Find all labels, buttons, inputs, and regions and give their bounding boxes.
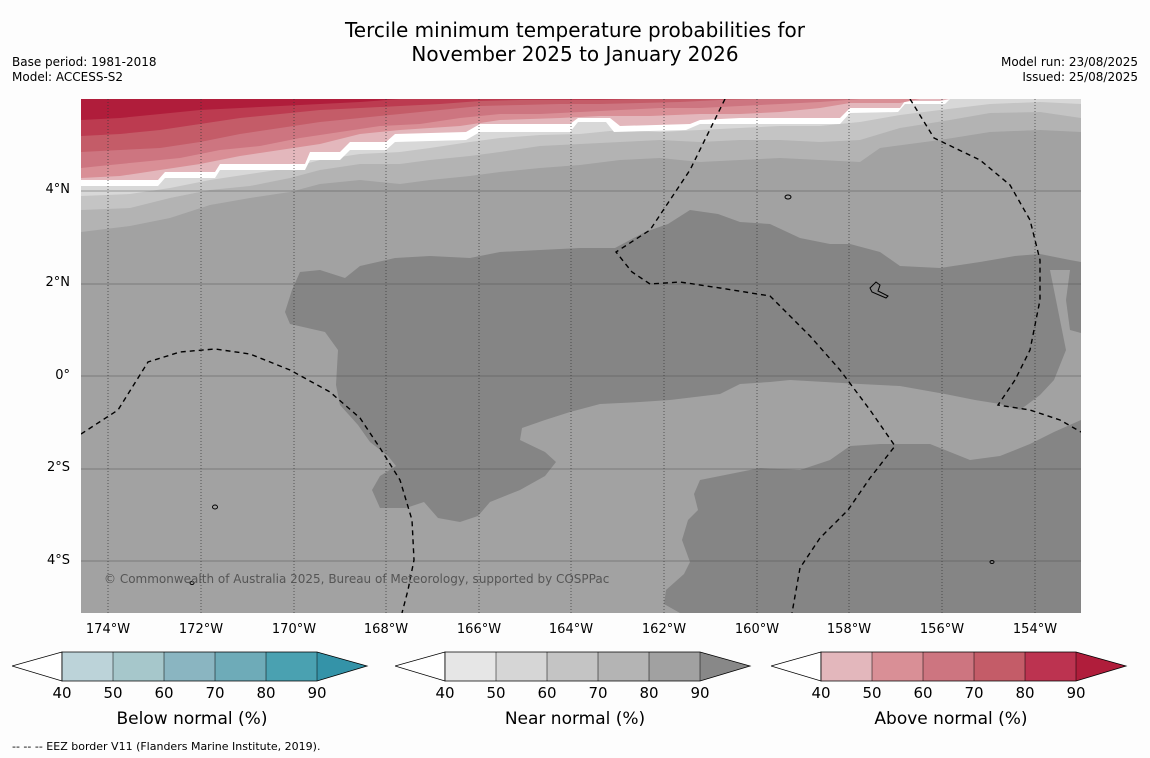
below-tick-60: 60 (154, 684, 174, 702)
near-swatch-40 (445, 652, 496, 681)
graticule (81, 190, 1081, 562)
below-swatch-60 (164, 652, 215, 681)
above-swatch-under (769, 651, 822, 682)
near-normal-title: Near normal (%) (504, 709, 646, 729)
lat-label-0: 0° (55, 368, 70, 383)
above-tick-50: 50 (862, 684, 882, 702)
issued-date: Issued: 25/08/2025 (1022, 70, 1138, 84)
above-tick-70: 70 (964, 684, 984, 702)
map-layers (81, 99, 1081, 613)
above-tick-80: 80 (1015, 684, 1035, 702)
islands (189, 194, 995, 585)
lon-label-158w: 158°W (826, 622, 872, 637)
near-swatch-under (393, 651, 446, 682)
island-marker-3 (212, 504, 218, 510)
island-marker-2 (869, 281, 889, 299)
near-swatch-70 (598, 652, 649, 681)
base-period: Base period: 1981-2018 (12, 55, 157, 69)
above-swatch-60 (923, 652, 974, 681)
below-tick-40: 40 (52, 684, 72, 702)
below-swatch-80 (266, 652, 317, 681)
lon-label-154w: 154°W (1012, 622, 1058, 637)
island-marker-4 (189, 581, 195, 585)
copyright-notice: © Commonwealth of Australia 2025, Bureau… (104, 572, 610, 586)
model-name: Model: ACCESS-S2 (12, 70, 124, 84)
below-tick-70: 70 (205, 684, 225, 702)
lon-label-164w: 164°W (548, 622, 594, 637)
lon-label-162w: 162°W (641, 622, 687, 637)
near-tick-80: 80 (639, 684, 659, 702)
colorbar-below-normal: 40 50 60 70 80 90 Below normal (%) (10, 650, 372, 740)
above-swatch-70 (974, 652, 1025, 681)
colorbar-above-normal: 40 50 60 70 80 90 Above normal (%) (769, 650, 1131, 740)
colorbar-above-swatches (769, 651, 1128, 682)
near-normal-90-southeast (664, 420, 1081, 613)
near-tick-60: 60 (537, 684, 557, 702)
model-run: Model run: 23/08/2025 (1000, 55, 1138, 69)
above-tick-40: 40 (811, 684, 831, 702)
eez-footnote: -- -- -- EEZ border V11 (Flanders Marine… (12, 740, 321, 753)
lon-label-156w: 156°W (919, 622, 965, 637)
meta-right: Model run: 23/08/2025 Issued: 25/08/2025 (1001, 55, 1138, 85)
lon-label-160w: 160°W (734, 622, 780, 637)
colorbar-below-swatches (10, 651, 369, 682)
lat-label-2s: 2°S (46, 460, 70, 475)
colorbar-near-swatches (393, 651, 752, 682)
island-marker-5 (989, 560, 995, 564)
above-normal-title: Above normal (%) (874, 709, 1028, 729)
title-line-1: Tercile minimum temperature probabilitie… (344, 18, 806, 42)
meta-left: Base period: 1981-2018 Model: ACCESS-S2 (12, 55, 157, 85)
colorbar-near-normal: 40 50 60 70 80 90 Near normal (%) (393, 650, 755, 740)
near-swatch-60 (547, 652, 598, 681)
lon-label-166w: 166°W (456, 622, 502, 637)
eez-borders (81, 99, 1081, 613)
lat-label-4n: 4°N (45, 182, 71, 197)
above-tick-60: 60 (913, 684, 933, 702)
lon-label-168w: 168°W (363, 622, 409, 637)
near-normal-90-region (285, 210, 1081, 522)
above-swatch-90 (1076, 652, 1126, 681)
below-tick-90: 90 (307, 684, 327, 702)
lon-label-172w: 172°W (178, 622, 224, 637)
below-swatch-40 (62, 652, 113, 681)
lon-label-174w: 174°W (85, 622, 131, 637)
below-swatch-under (10, 651, 63, 682)
above-swatch-50 (872, 652, 923, 681)
title-line-2: November 2025 to January 2026 (411, 42, 739, 66)
below-tick-50: 50 (103, 684, 123, 702)
near-swatch-50 (496, 652, 547, 681)
island-marker-1 (784, 194, 792, 200)
near-swatch-80 (649, 652, 700, 681)
near-tick-70: 70 (588, 684, 608, 702)
below-normal-title: Below normal (%) (116, 709, 268, 729)
lat-label-4s: 4°S (46, 553, 70, 568)
above-swatch-40 (821, 652, 872, 681)
near-tick-50: 50 (486, 684, 506, 702)
above-tick-90: 90 (1066, 684, 1086, 702)
lon-label-170w: 170°W (271, 622, 317, 637)
near-tick-40: 40 (435, 684, 455, 702)
below-swatch-50 (113, 652, 164, 681)
below-swatch-70 (215, 652, 266, 681)
below-tick-80: 80 (256, 684, 276, 702)
near-tick-90: 90 (690, 684, 710, 702)
map-title: Tercile minimum temperature probabilitie… (0, 18, 1150, 66)
near-swatch-90 (700, 652, 750, 681)
below-swatch-90 (317, 652, 367, 681)
above-normal-90-core (81, 99, 400, 120)
above-swatch-80 (1025, 652, 1076, 681)
lat-label-2n: 2°N (45, 275, 71, 290)
